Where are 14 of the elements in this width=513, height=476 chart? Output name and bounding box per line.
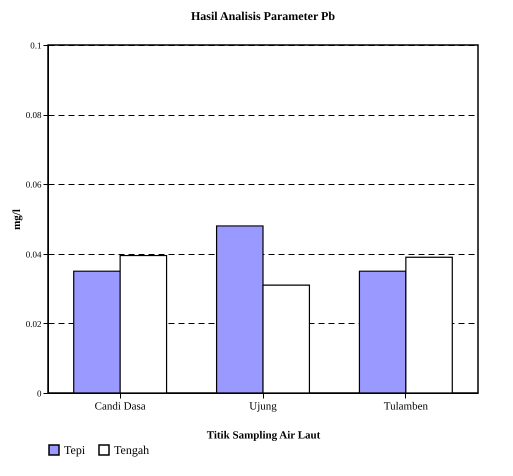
y-tick-label: 0.1 bbox=[30, 40, 42, 50]
chart-title: Hasil Analisis Parameter Pb bbox=[190, 9, 336, 23]
legend-label: Tengah bbox=[114, 443, 150, 457]
y-tick-label: 0.04 bbox=[26, 249, 42, 260]
x-tick-label: Candi Dasa bbox=[94, 400, 146, 412]
y-tick-label: 0.02 bbox=[26, 318, 42, 329]
x-axis-title: Titik Sampling Air Laut bbox=[206, 430, 321, 442]
y-tick-label: 0.06 bbox=[26, 180, 42, 190]
y-axis-title: mg/l bbox=[10, 209, 23, 230]
legend-label: Tepi bbox=[64, 443, 86, 457]
y-tick-label: 0 bbox=[37, 388, 42, 398]
x-tick-label: Ujung bbox=[249, 400, 278, 412]
y-tick-label: 0.08 bbox=[26, 110, 42, 120]
x-tick-label: Tulamben bbox=[384, 400, 428, 412]
